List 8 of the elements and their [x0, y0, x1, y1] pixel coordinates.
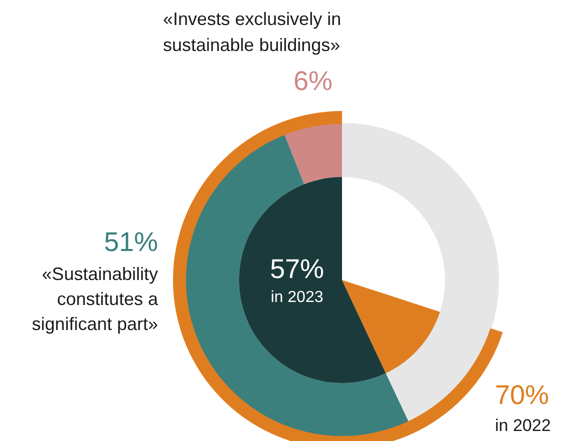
data-label: 57%: [270, 254, 324, 284]
slice-label: «Invests exclusively in sustainable buildings»: [163, 9, 342, 55]
data-label: 70%: [495, 380, 550, 410]
data-label: 6%: [293, 66, 333, 96]
slice-label: «Sustainability constitutes a significant part»: [32, 264, 159, 334]
slice-label: in 2022: [495, 416, 551, 435]
data-label: 51%: [104, 227, 158, 257]
slice-label: in 2023: [270, 289, 324, 306]
